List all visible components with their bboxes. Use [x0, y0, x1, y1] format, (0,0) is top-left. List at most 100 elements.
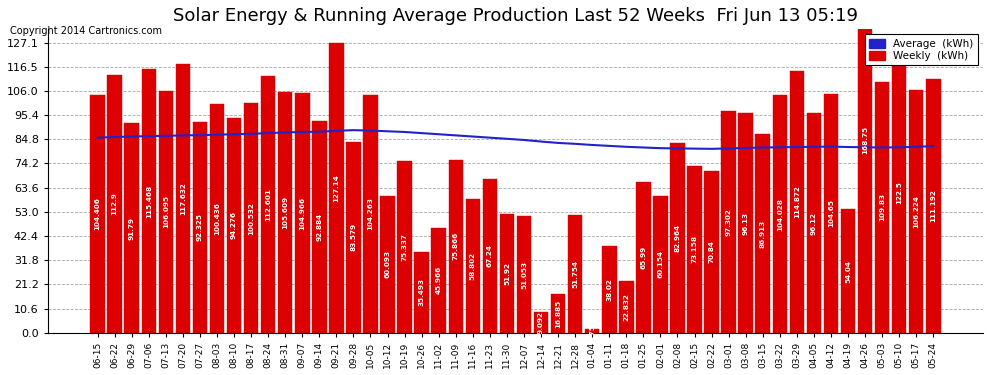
Bar: [193, 122, 207, 333]
Bar: [448, 160, 463, 333]
Text: 45.966: 45.966: [436, 266, 442, 294]
Bar: [585, 329, 600, 333]
Bar: [346, 142, 360, 333]
Bar: [107, 75, 122, 333]
Text: 117.632: 117.632: [180, 182, 186, 215]
Bar: [653, 195, 667, 333]
Text: 122.5: 122.5: [896, 182, 902, 204]
Bar: [125, 123, 139, 333]
Bar: [550, 294, 565, 333]
Text: 112.601: 112.601: [265, 188, 271, 221]
Title: Solar Energy & Running Average Production Last 52 Weeks  Fri Jun 13 05:19: Solar Energy & Running Average Productio…: [173, 7, 858, 25]
Bar: [841, 210, 855, 333]
Bar: [158, 91, 173, 333]
Text: 106.224: 106.224: [913, 195, 920, 228]
Bar: [244, 104, 258, 333]
Text: 51.053: 51.053: [521, 261, 527, 288]
Text: 58.802: 58.802: [470, 252, 476, 280]
Text: 114.872: 114.872: [794, 185, 800, 218]
Legend: Average  (kWh), Weekly  (kWh): Average (kWh), Weekly (kWh): [865, 34, 978, 65]
Bar: [790, 70, 804, 333]
Bar: [739, 113, 753, 333]
Text: 67.24: 67.24: [487, 244, 493, 267]
Text: 112.9: 112.9: [112, 192, 118, 215]
Text: 35.493: 35.493: [419, 278, 425, 306]
Text: 100.532: 100.532: [248, 202, 254, 234]
Text: 104.263: 104.263: [367, 197, 373, 230]
Text: 97.302: 97.302: [726, 208, 732, 236]
Bar: [687, 166, 702, 333]
Text: 109.83: 109.83: [879, 194, 885, 222]
Text: 73.158: 73.158: [692, 235, 698, 263]
Bar: [568, 214, 582, 333]
Bar: [278, 92, 292, 333]
Bar: [432, 228, 446, 333]
Text: 91.79: 91.79: [129, 216, 135, 240]
Bar: [637, 182, 650, 333]
Bar: [892, 53, 907, 333]
Bar: [926, 79, 940, 333]
Bar: [363, 95, 378, 333]
Text: 104.65: 104.65: [828, 200, 834, 227]
Text: 168.75: 168.75: [862, 126, 868, 154]
Text: 96.12: 96.12: [811, 211, 817, 235]
Text: 9.092: 9.092: [538, 311, 544, 334]
Text: 51.754: 51.754: [572, 260, 578, 288]
Bar: [500, 214, 514, 333]
Text: 104.406: 104.406: [95, 197, 101, 230]
Text: 70.84: 70.84: [709, 240, 715, 263]
Bar: [312, 121, 327, 333]
Bar: [704, 171, 719, 333]
Bar: [465, 199, 480, 333]
Text: 60.154: 60.154: [657, 250, 663, 278]
Text: 75.337: 75.337: [402, 233, 408, 261]
Text: 111.192: 111.192: [931, 189, 937, 222]
Bar: [875, 82, 889, 333]
Bar: [619, 280, 634, 333]
Bar: [517, 216, 532, 333]
Bar: [772, 95, 787, 333]
Bar: [397, 161, 412, 333]
Text: 92.884: 92.884: [317, 213, 323, 241]
Text: 16.885: 16.885: [555, 299, 561, 328]
Bar: [415, 252, 429, 333]
Bar: [227, 118, 242, 333]
Text: 92.325: 92.325: [197, 213, 203, 242]
Text: 94.276: 94.276: [231, 211, 237, 239]
Text: 96.13: 96.13: [742, 211, 748, 235]
Text: 75.866: 75.866: [452, 232, 458, 260]
Bar: [670, 144, 685, 333]
Bar: [602, 246, 617, 333]
Text: 100.436: 100.436: [214, 202, 220, 235]
Text: 51.92: 51.92: [504, 262, 510, 285]
Bar: [175, 64, 190, 333]
Text: 106.095: 106.095: [162, 195, 169, 228]
Bar: [824, 94, 839, 333]
Bar: [261, 76, 275, 333]
Text: 60.093: 60.093: [384, 250, 390, 278]
Text: 82.964: 82.964: [674, 224, 680, 252]
Bar: [380, 196, 395, 333]
Text: 83.579: 83.579: [350, 224, 356, 252]
Bar: [210, 104, 225, 333]
Text: 38.02: 38.02: [606, 278, 612, 301]
Text: 86.913: 86.913: [759, 219, 765, 248]
Bar: [722, 111, 736, 333]
Text: 22.832: 22.832: [624, 293, 630, 321]
Bar: [534, 312, 548, 333]
Bar: [482, 179, 497, 333]
Bar: [90, 94, 105, 333]
Bar: [329, 43, 344, 333]
Text: 115.468: 115.468: [146, 184, 151, 218]
Text: Copyright 2014 Cartronics.com: Copyright 2014 Cartronics.com: [10, 26, 162, 36]
Bar: [807, 113, 821, 333]
Text: 54.04: 54.04: [845, 260, 851, 282]
Bar: [142, 69, 156, 333]
Text: 1.752: 1.752: [589, 320, 595, 342]
Bar: [295, 93, 310, 333]
Bar: [909, 90, 924, 333]
Text: 104.028: 104.028: [777, 198, 783, 231]
Text: 104.966: 104.966: [299, 196, 305, 230]
Bar: [755, 135, 770, 333]
Text: 105.609: 105.609: [282, 196, 288, 229]
